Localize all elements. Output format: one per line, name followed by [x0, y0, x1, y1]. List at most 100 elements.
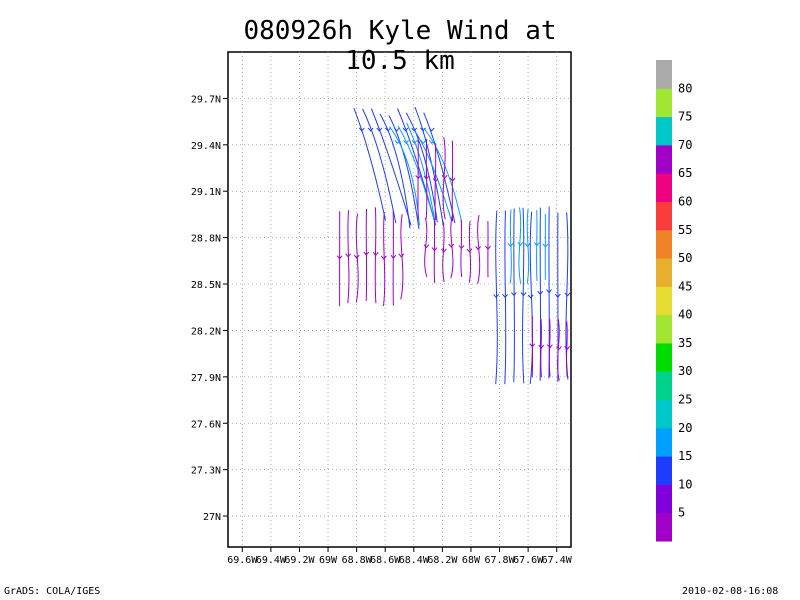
colorbar-swatch — [656, 371, 672, 401]
y-tick-label: 27.9N — [191, 373, 221, 384]
streamline-arrowhead — [336, 255, 343, 260]
x-tick-label: 67.4W — [542, 555, 573, 566]
colorbar-label: 80 — [678, 81, 692, 95]
streamline-arrowhead — [420, 139, 427, 145]
streamline-arrowhead — [403, 139, 409, 145]
streamline-arrowhead — [428, 139, 435, 145]
streamline-arrowhead — [534, 242, 540, 247]
streamline-arrowhead — [363, 251, 370, 256]
x-tick-label: 67.8W — [484, 555, 515, 566]
streamline — [353, 107, 386, 221]
x-tick-label: 68.4W — [399, 555, 430, 566]
colorbar-label: 15 — [678, 449, 692, 463]
streamline-arrowhead — [546, 289, 552, 294]
streamline — [423, 112, 456, 224]
streamline-arrowhead — [493, 294, 499, 299]
streamline-arrowhead — [372, 251, 379, 257]
colorbar-label: 60 — [678, 194, 692, 208]
streamline-arrowhead — [432, 178, 439, 183]
streamline — [379, 113, 411, 229]
plot-frame — [227, 51, 572, 548]
streamline — [370, 108, 412, 226]
x-tick-label: 69W — [319, 555, 338, 566]
colorbar-swatch — [656, 512, 672, 542]
colorbar-label: 65 — [678, 166, 692, 180]
footer-timestamp: 2010-02-08-16:08 — [682, 586, 779, 597]
colorbar-label: 40 — [678, 308, 692, 322]
colorbar-swatch — [656, 201, 672, 231]
streamline — [423, 127, 463, 223]
y-tick-label: 29.4N — [191, 141, 221, 152]
streamline-arrowhead — [507, 243, 514, 248]
x-tick-label: 68.6W — [370, 555, 401, 566]
streamline-arrowhead — [564, 345, 570, 351]
colorbar-swatch — [656, 258, 672, 287]
streamline — [362, 108, 397, 224]
streamline-arrowhead — [402, 127, 409, 132]
streamline-arrowhead — [511, 292, 517, 297]
streamline-arrowhead — [564, 292, 571, 297]
y-tick-label: 28.5N — [191, 280, 221, 291]
x-tick-label: 69.2W — [284, 555, 315, 566]
streamline-arrowhead — [448, 243, 455, 248]
colorbar-swatch — [656, 116, 672, 146]
streamline-arrowhead — [466, 248, 473, 253]
streamline-arrowhead — [423, 175, 430, 180]
colorbar-swatch — [656, 173, 672, 202]
colorbar-label: 50 — [678, 251, 692, 265]
streamline-arrowhead — [345, 253, 351, 258]
streamline — [406, 122, 436, 223]
streamline-arrowhead — [376, 127, 383, 132]
colorbar-swatch — [656, 456, 672, 485]
colorbar-label: 20 — [678, 421, 692, 435]
footer-credit: GrADS: COLA/IGES — [4, 586, 101, 597]
y-tick-label: 27.3N — [191, 466, 221, 477]
streamline — [450, 215, 454, 279]
streamline-arrowhead — [394, 139, 401, 145]
y-tick-label: 28.8N — [191, 234, 221, 245]
streamline-arrowhead — [385, 127, 391, 132]
streamline-arrowhead — [547, 344, 553, 349]
streamline-arrowhead — [475, 246, 481, 251]
colorbar-label: 25 — [678, 393, 692, 407]
streamline-arrowhead — [502, 293, 508, 299]
colorbar-label: 70 — [678, 138, 692, 152]
streamline-arrowhead — [390, 254, 397, 259]
x-tick-label: 68W — [462, 555, 481, 566]
streamline-arrowhead — [458, 245, 465, 250]
streamline-arrowhead — [441, 174, 448, 179]
streamline — [397, 125, 437, 226]
colorbar-swatch — [656, 286, 672, 316]
colorbar-label: 75 — [678, 110, 692, 124]
colorbar-swatch — [656, 399, 672, 429]
colorbar-swatch — [656, 229, 672, 259]
colorbar-label: 30 — [678, 364, 692, 378]
x-tick-label: 69.6W — [227, 555, 258, 566]
streamline-arrowhead — [542, 243, 549, 248]
streamline-arrowhead — [554, 293, 561, 298]
colorbar-swatch — [656, 144, 672, 174]
streamline-arrowhead — [415, 175, 422, 180]
x-tick-label: 67.6W — [513, 555, 544, 566]
colorbar-label: 5 — [678, 506, 685, 520]
colorbar-label: 10 — [678, 477, 692, 491]
colorbar-label: 45 — [678, 279, 692, 293]
streamline-arrowhead — [411, 127, 418, 132]
streamline-arrowhead — [353, 254, 360, 259]
y-tick-label: 27.6N — [191, 419, 221, 430]
streamline-arrowhead — [441, 248, 447, 253]
y-tick-label: 29.7N — [191, 94, 221, 105]
colorbar-label: 35 — [678, 336, 692, 350]
y-tick-label: 28.2N — [191, 326, 221, 337]
streamline-arrowhead — [411, 139, 418, 145]
streamline-arrowhead — [358, 127, 365, 132]
streamline-arrowhead — [529, 343, 536, 348]
streamline — [388, 115, 420, 230]
x-tick-label: 68.2W — [427, 555, 458, 566]
streamline-arrowhead — [367, 127, 374, 132]
streamline — [414, 131, 453, 222]
streamline-arrowhead — [517, 242, 524, 247]
colorbar-label: 55 — [678, 223, 692, 237]
colorbar-swatch — [656, 427, 672, 457]
